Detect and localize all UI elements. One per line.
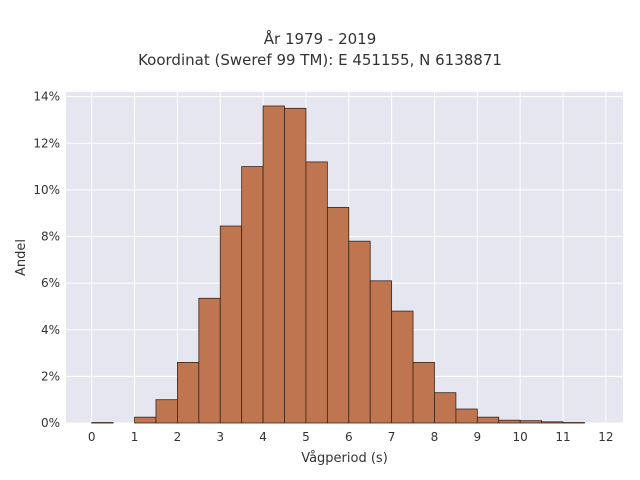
chart-subtitle: Koordinat (Sweref 99 TM): E 451155, N 61… — [138, 51, 502, 69]
histogram-bar — [455, 408, 478, 424]
histogram-bar — [134, 416, 157, 424]
histogram-bar — [176, 361, 200, 424]
x-axis-ticks: 0 1 2 3 4 5 6 7 8 9 10 11 12 — [88, 430, 614, 444]
histogram-bar — [305, 161, 328, 424]
x-tick-label: 0 — [88, 430, 96, 444]
histogram-bar — [348, 240, 371, 424]
x-tick-label: 2 — [174, 430, 182, 444]
histogram-bar — [498, 419, 521, 424]
y-tick-label: 6% — [41, 276, 60, 290]
histogram-bar — [519, 420, 542, 424]
histogram-bar — [219, 225, 243, 424]
y-tick-label: 0% — [41, 416, 60, 430]
y-tick-label: 8% — [41, 230, 60, 244]
y-tick-label: 14% — [33, 90, 60, 104]
x-tick-label: 3 — [216, 430, 224, 444]
y-tick-label: 2% — [41, 369, 60, 383]
x-tick-label: 9 — [474, 430, 482, 444]
x-tick-label: 4 — [259, 430, 267, 444]
x-tick-label: 7 — [388, 430, 396, 444]
histogram-bar — [326, 206, 350, 424]
bars — [91, 105, 585, 424]
histogram-bar — [369, 280, 393, 424]
histogram-bar — [284, 107, 307, 424]
x-tick-label: 6 — [345, 430, 353, 444]
y-tick-label: 4% — [41, 323, 60, 337]
histogram-bar — [476, 416, 500, 424]
histogram-bar — [91, 422, 114, 424]
histogram-bar — [241, 166, 264, 424]
histogram-bar — [391, 310, 414, 424]
histogram-bar — [262, 105, 285, 424]
x-axis-title: Vågperiod (s) — [301, 451, 388, 466]
histogram-bar — [412, 361, 435, 424]
x-tick-label: 10 — [513, 430, 528, 444]
y-axis-title: Andel — [14, 239, 29, 276]
histogram-bar — [434, 392, 457, 424]
x-tick-label: 8 — [431, 430, 439, 444]
x-tick-label: 12 — [598, 430, 613, 444]
histogram-bar — [198, 297, 221, 424]
y-axis-ticks: 0% 2% 4% 6% 8% 10% 12% 14% — [33, 90, 60, 430]
x-tick-label: 1 — [131, 430, 139, 444]
x-tick-label: 5 — [302, 430, 310, 444]
histogram-bar — [562, 422, 585, 424]
x-tick-label: 11 — [555, 430, 570, 444]
y-tick-label: 10% — [33, 183, 60, 197]
chart-title: År 1979 - 2019 — [263, 30, 377, 48]
grid-lines — [66, 92, 623, 424]
y-tick-label: 12% — [33, 136, 60, 150]
histogram-bar — [541, 421, 564, 424]
histogram-bar — [155, 399, 178, 424]
